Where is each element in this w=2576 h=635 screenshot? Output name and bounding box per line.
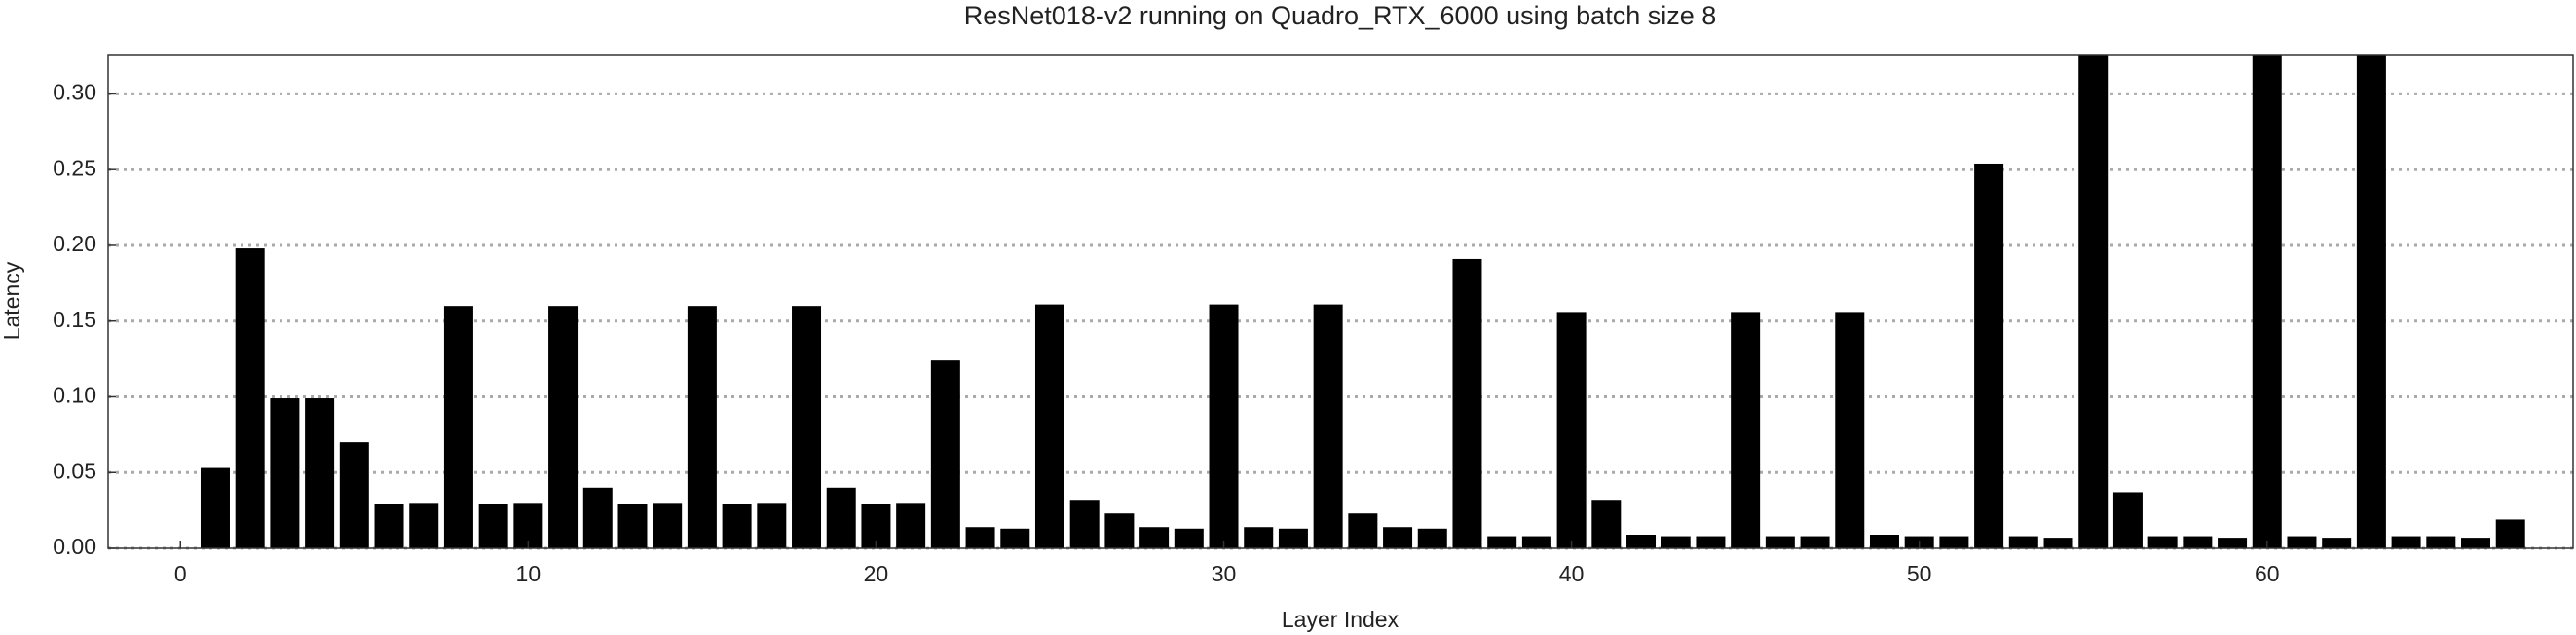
bar (896, 503, 926, 548)
y-tick-label: 0.15 (53, 307, 96, 332)
bars (200, 55, 2525, 548)
bar (2078, 55, 2109, 548)
bar (1139, 527, 1170, 548)
plot-frame (107, 54, 2574, 549)
bar (722, 504, 752, 548)
bar (1765, 536, 1795, 548)
bar (305, 398, 335, 548)
bar (1244, 527, 1274, 548)
x-axis-label: Layer Index (1282, 607, 1400, 632)
bar (1869, 535, 1899, 548)
bar (2043, 538, 2073, 548)
bar (548, 306, 579, 548)
bar (1348, 513, 1378, 548)
bar (235, 248, 265, 548)
bar (374, 504, 404, 548)
bar (2183, 536, 2213, 548)
bar (1974, 163, 2004, 548)
bar (1731, 312, 1761, 548)
bar (653, 503, 683, 548)
bar (1417, 528, 1447, 548)
bar (2008, 536, 2038, 548)
bar (1174, 528, 1204, 548)
bar (443, 306, 473, 548)
bar (792, 306, 822, 548)
bar (2218, 538, 2248, 548)
bar (2495, 519, 2525, 548)
y-tick-label: 0.00 (53, 534, 96, 559)
bar (2426, 536, 2456, 548)
bar (1800, 536, 1830, 548)
bar (2252, 55, 2282, 548)
x-tick-label: 20 (864, 561, 889, 586)
bar (1939, 536, 1969, 548)
bar (1696, 536, 1726, 548)
bar (1209, 304, 1239, 548)
y-tick-label: 0.25 (53, 155, 96, 180)
bar (2322, 538, 2352, 548)
bar (930, 360, 960, 548)
bar (270, 398, 300, 548)
y-tick-label: 0.05 (53, 458, 96, 483)
y-tick-label: 0.20 (53, 231, 96, 256)
bar (2391, 536, 2421, 548)
x-tick-label: 40 (1559, 561, 1585, 586)
bar (2461, 538, 2491, 548)
bar (1104, 513, 1135, 548)
x-tick-label: 0 (174, 561, 187, 586)
bar (2112, 492, 2143, 548)
bar (582, 487, 613, 548)
x-tick-label: 10 (516, 561, 541, 586)
bar (339, 442, 369, 548)
bar (1487, 536, 1517, 548)
bar (1591, 500, 1622, 548)
bar (2287, 536, 2317, 548)
bar (1626, 535, 1657, 548)
y-axis-label: Latency (0, 261, 24, 340)
bar (757, 503, 787, 548)
bar (1835, 312, 1865, 548)
x-tick-label: 50 (1907, 561, 1932, 586)
bar (617, 504, 648, 548)
bar (1069, 500, 1100, 548)
bar (965, 527, 995, 548)
bar (1278, 528, 1308, 548)
bar (1452, 258, 1482, 548)
bar (687, 306, 717, 548)
bar (1556, 312, 1587, 548)
y-tick-label: 0.10 (53, 383, 96, 408)
bar (1000, 528, 1030, 548)
y-tick-label: 0.30 (53, 80, 96, 105)
x-tick-label: 60 (2255, 561, 2280, 586)
bar (1521, 536, 1551, 548)
bar (409, 503, 439, 548)
bar (2147, 536, 2178, 548)
bar (1034, 304, 1064, 548)
bar (826, 487, 856, 548)
bar (1383, 527, 1413, 548)
chart-title: ResNet018-v2 running on Quadro_RTX_6000 … (964, 1, 1717, 30)
bar (1661, 536, 1691, 548)
bar (1313, 304, 1343, 548)
bar (478, 504, 508, 548)
x-tick-label: 30 (1212, 561, 1237, 586)
bar (200, 467, 230, 548)
bar (2356, 55, 2386, 548)
